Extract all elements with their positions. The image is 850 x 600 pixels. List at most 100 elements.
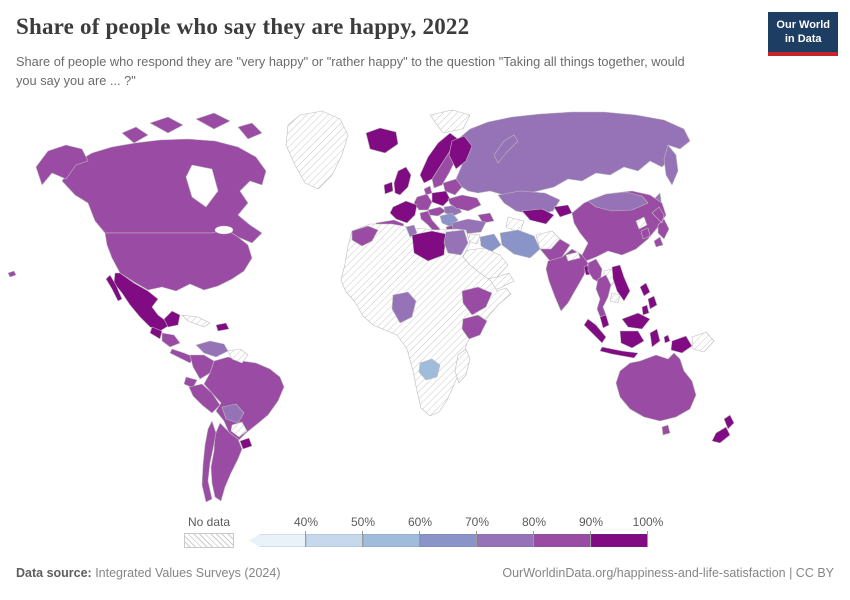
legend-tick-mark bbox=[647, 531, 648, 547]
country-ethiopia[interactable] bbox=[461, 286, 493, 316]
country-austria[interactable] bbox=[427, 206, 447, 217]
legend-tick-label: 50% bbox=[350, 515, 376, 529]
country-usa-alaska[interactable] bbox=[35, 144, 89, 186]
country-venezuela[interactable] bbox=[195, 340, 229, 358]
legend-segment-<40%[interactable] bbox=[249, 534, 306, 547]
chart-subtitle: Share of people who respond they are "ve… bbox=[16, 54, 685, 89]
world-map bbox=[0, 103, 850, 505]
great-lakes bbox=[214, 225, 234, 235]
legend-segment-60-70%[interactable] bbox=[420, 534, 477, 547]
country-panama[interactable] bbox=[169, 348, 195, 364]
country-uruguay[interactable] bbox=[239, 437, 253, 450]
legend-tick-labels: 40% 50% 60% 70% 80% 90% 100% bbox=[249, 515, 663, 531]
legend-no-data: No data bbox=[184, 515, 234, 548]
country-baltics[interactable] bbox=[442, 178, 463, 196]
country-guatemala[interactable] bbox=[149, 326, 163, 340]
country-vietnam[interactable] bbox=[611, 264, 631, 302]
country-iceland[interactable] bbox=[365, 127, 399, 154]
country-cambodia[interactable] bbox=[609, 292, 621, 304]
country-japan[interactable] bbox=[651, 206, 670, 248]
country-kyrgyzstan[interactable] bbox=[553, 204, 573, 218]
country-uzbekistan[interactable] bbox=[521, 208, 555, 225]
country-bolivia[interactable] bbox=[221, 403, 245, 424]
country-ukraine[interactable] bbox=[447, 194, 482, 212]
country-kenya[interactable] bbox=[461, 314, 488, 340]
country-paraguay[interactable] bbox=[230, 421, 248, 438]
country-sweden[interactable] bbox=[431, 150, 457, 189]
country-australia[interactable] bbox=[615, 352, 697, 422]
credit-link[interactable]: OurWorldinData.org/happiness-and-life-sa… bbox=[502, 566, 834, 580]
country-mexico-baja[interactable] bbox=[105, 274, 123, 302]
legend-tick-label: 70% bbox=[464, 515, 490, 529]
country-colombia[interactable] bbox=[189, 354, 215, 380]
country-morocco[interactable] bbox=[351, 225, 379, 247]
legend-tick-mark bbox=[533, 531, 534, 547]
country-ireland[interactable] bbox=[383, 181, 394, 195]
country-mexico-yucatan[interactable] bbox=[163, 310, 181, 328]
country-australia-tasmania[interactable] bbox=[661, 424, 671, 436]
country-canada[interactable] bbox=[61, 138, 267, 244]
country-greenland[interactable] bbox=[285, 110, 349, 190]
country-peru[interactable] bbox=[188, 383, 221, 414]
country-dominican-republic[interactable] bbox=[215, 322, 230, 332]
data-source-value: Integrated Values Surveys (2024) bbox=[91, 566, 281, 580]
country-philippines[interactable] bbox=[639, 282, 658, 316]
country-nepal[interactable] bbox=[565, 251, 581, 262]
country-thailand[interactable] bbox=[595, 274, 612, 320]
legend-segment-40-50%[interactable] bbox=[306, 534, 363, 547]
country-caucasus[interactable] bbox=[477, 212, 495, 224]
owid-logo-line1: Our World bbox=[776, 19, 830, 31]
legend-tick-mark bbox=[362, 531, 363, 547]
country-malaysia[interactable] bbox=[599, 312, 651, 330]
country-nicaragua[interactable] bbox=[161, 332, 181, 348]
country-svalbard[interactable] bbox=[429, 109, 471, 134]
data-source: Data source: Integrated Values Surveys (… bbox=[16, 566, 281, 580]
legend-tick-label: 80% bbox=[521, 515, 547, 529]
legend-segment-70-80%[interactable] bbox=[477, 534, 534, 547]
legend-tick-label: 100% bbox=[632, 515, 664, 529]
country-denmark[interactable] bbox=[423, 185, 433, 196]
country-new-zealand[interactable] bbox=[711, 414, 735, 444]
country-iraq[interactable] bbox=[479, 233, 502, 253]
country-canada-islands[interactable] bbox=[121, 112, 263, 144]
country-libya[interactable] bbox=[411, 230, 447, 262]
country-india[interactable] bbox=[545, 248, 589, 312]
footer: Data source: Integrated Values Surveys (… bbox=[16, 566, 834, 580]
country-iran[interactable] bbox=[499, 229, 541, 259]
country-mongolia[interactable] bbox=[587, 191, 649, 212]
country-north-korea[interactable] bbox=[635, 216, 648, 230]
page-title: Share of people who say they are happy, … bbox=[16, 14, 470, 39]
no-data-label: No data bbox=[187, 515, 231, 529]
country-russia-kamchatka[interactable] bbox=[663, 144, 679, 186]
country-tunisia[interactable] bbox=[405, 224, 418, 238]
country-united-kingdom[interactable] bbox=[393, 166, 412, 196]
country-russia[interactable] bbox=[455, 111, 691, 196]
legend-segment-50-60%[interactable] bbox=[363, 534, 420, 547]
country-indonesia[interactable] bbox=[583, 318, 693, 359]
legend-segment-90-100%[interactable] bbox=[591, 534, 648, 547]
country-papua-new-guinea[interactable] bbox=[691, 331, 715, 353]
country-russia-novaya-zemlya[interactable] bbox=[493, 134, 519, 164]
country-brazil[interactable] bbox=[203, 356, 285, 442]
legend-tick-label: 40% bbox=[293, 515, 319, 529]
country-guyana[interactable] bbox=[227, 348, 249, 364]
country-nigeria[interactable] bbox=[391, 291, 417, 324]
country-finland[interactable] bbox=[448, 135, 473, 170]
owid-logo[interactable]: Our World in Data bbox=[768, 12, 838, 56]
country-chile[interactable] bbox=[201, 420, 217, 503]
country-madagascar[interactable] bbox=[454, 348, 471, 384]
data-source-label: Data source: bbox=[16, 566, 92, 580]
country-kazakhstan[interactable] bbox=[497, 190, 561, 216]
country-argentina[interactable] bbox=[210, 422, 243, 502]
country-usa-hawaii[interactable] bbox=[7, 270, 17, 278]
legend-tick-mark bbox=[590, 531, 591, 547]
legend-bar bbox=[249, 531, 648, 547]
country-poland[interactable] bbox=[431, 190, 451, 207]
country-zimbabwe[interactable] bbox=[418, 358, 441, 381]
country-egypt[interactable] bbox=[443, 229, 469, 256]
country-south-korea[interactable] bbox=[640, 227, 651, 240]
country-france[interactable] bbox=[389, 200, 418, 224]
legend-segment-80-90%[interactable] bbox=[534, 534, 591, 547]
no-data-swatch[interactable] bbox=[184, 533, 234, 548]
country-cuba[interactable] bbox=[181, 314, 211, 328]
